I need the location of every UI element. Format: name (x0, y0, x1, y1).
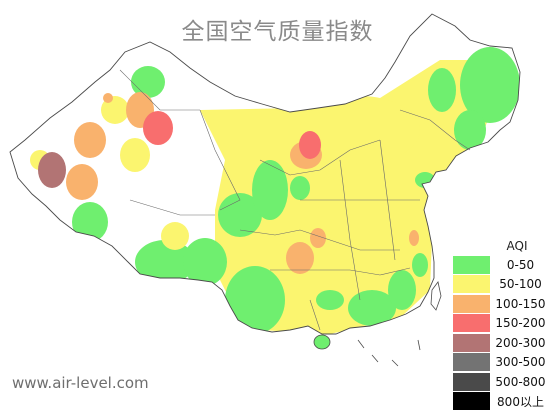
aqi-zone-guangxi (316, 290, 344, 310)
aqi-zone-xinjiang-yellow-2 (120, 138, 150, 172)
legend-item: 150-200 (453, 314, 551, 334)
aqi-zone-urumqi-red (143, 111, 173, 145)
aqi-zone-anhui-orange (409, 230, 419, 246)
aqi-zone-west-xinjiang (72, 202, 108, 242)
legend-item: 300-500 (453, 353, 551, 373)
aqi-zone-fujian (388, 270, 416, 310)
legend-rows: 0-50 50-100 100-150 150-200 200-300 300-500 50… (453, 255, 551, 411)
aqi-zone-gansu (290, 176, 310, 200)
aqi-zone-neimenggu-ne (428, 68, 456, 112)
aqi-zone-sichuan-orange-1 (286, 242, 314, 274)
legend-item: 100-150 (453, 294, 551, 314)
aqi-zone-xinjiang-orange-2 (74, 122, 106, 158)
aqi-zone-kashgar-brown (38, 152, 66, 188)
aqi-zone-zhejiang (412, 253, 428, 277)
legend-swatch (453, 334, 490, 352)
legend-item: 200-300 (453, 333, 551, 353)
watermark: www.air-level.com (12, 374, 149, 392)
legend-item: 500-800 (453, 372, 551, 392)
legend-swatch (453, 392, 490, 410)
legend-swatch (453, 295, 490, 313)
aqi-zone-qinghai-2 (252, 160, 288, 220)
map-title: 全国空气质量指数 (0, 12, 555, 46)
legend-swatch (453, 373, 490, 391)
aqi-zone-xinjiang-orange-small (103, 93, 113, 103)
aqi-zone-xinjiang-yellow-3 (161, 222, 189, 250)
legend-swatch (453, 353, 490, 371)
legend-label: 150-200 (490, 316, 551, 330)
taiwan-island (431, 282, 441, 310)
aqi-zone-shandong (415, 172, 435, 188)
aqi-legend: AQI 0-50 50-100 100-150 150-200 200-300 300-5… (453, 238, 551, 411)
aqi-zone-yunnan (225, 266, 285, 334)
legend-swatch (453, 275, 490, 293)
legend-item: 50-100 (453, 275, 551, 295)
legend-item: 0-50 (453, 255, 551, 275)
legend-title: AQI (453, 238, 551, 255)
hainan-island (314, 335, 330, 349)
legend-label: 800以上 (490, 393, 551, 410)
legend-label: 100-150 (490, 297, 551, 311)
legend-label: 300-500 (490, 355, 551, 369)
south-china-sea-lines (358, 340, 420, 366)
legend-label: 200-300 (490, 336, 551, 350)
legend-label: 0-50 (490, 258, 551, 272)
legend-swatch (453, 256, 490, 274)
legend-label: 500-800 (490, 375, 551, 389)
aqi-zone-xinjiang-orange-3 (66, 164, 98, 200)
legend-item: 800以上 (453, 392, 551, 411)
legend-swatch (453, 314, 490, 332)
aqi-zone-baotou-red (299, 131, 321, 159)
legend-label: 50-100 (490, 277, 551, 291)
